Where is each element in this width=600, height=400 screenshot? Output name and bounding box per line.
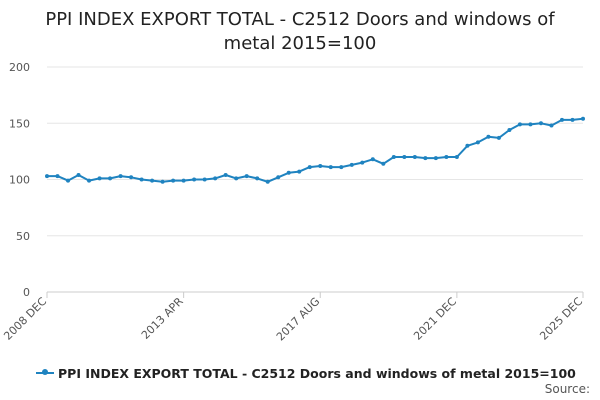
data-point: [381, 161, 386, 166]
data-point: [150, 178, 155, 183]
data-point: [433, 156, 438, 161]
x-tick-label: 2008 DEC: [1, 295, 49, 343]
data-point: [286, 170, 291, 175]
x-tick-labels: 2008 DEC 2013 APR 2017 AUG 2021 DEC 2025 DEC: [1, 295, 585, 344]
data-point: [87, 178, 92, 183]
data-point: [160, 179, 165, 184]
series-line: [45, 116, 585, 184]
data-point: [423, 156, 428, 161]
data-point: [297, 169, 302, 174]
y-tick-label: 0: [23, 286, 30, 299]
data-point: [475, 140, 480, 145]
data-point: [307, 165, 312, 170]
data-point: [507, 128, 512, 132]
data-point: [370, 157, 375, 162]
data-point: [328, 165, 333, 170]
data-point: [454, 155, 459, 159]
y-tick-label: 100: [9, 174, 30, 187]
data-point: [349, 162, 354, 167]
data-point: [45, 174, 49, 179]
x-axis: [46, 292, 584, 298]
data-point: [129, 175, 134, 180]
data-point: [118, 174, 123, 179]
data-point: [181, 178, 186, 183]
data-point: [496, 135, 501, 140]
data-point: [234, 176, 239, 181]
data-point: [360, 160, 365, 165]
chart-title-line-2: metal 2015=100: [223, 33, 377, 54]
x-tick-label: 2013 APR: [139, 295, 186, 342]
y-tick-labels: 0 50 100 150 200: [9, 61, 30, 299]
y-tick-label: 50: [16, 230, 30, 243]
series-line-path: [46, 117, 584, 183]
legend[interactable]: PPI INDEX EXPORT TOTAL - C2512 Doors and…: [36, 364, 576, 382]
data-point: [339, 165, 344, 170]
data-point: [549, 123, 554, 128]
legend-line-marker-icon: [36, 364, 54, 382]
data-point: [244, 174, 249, 179]
data-point: [108, 176, 113, 181]
data-point: [202, 177, 207, 182]
x-tick-label: 2017 AUG: [274, 295, 323, 344]
data-point: [538, 121, 543, 126]
data-point: [391, 155, 396, 159]
data-point: [66, 178, 71, 183]
data-point: [486, 134, 491, 139]
data-point: [559, 117, 564, 122]
data-point: [255, 176, 260, 181]
data-point: [171, 178, 176, 183]
x-tick-label: 2025 DEC: [537, 295, 585, 343]
data-point: [192, 177, 197, 182]
data-point: [465, 143, 470, 148]
data-point: [412, 155, 417, 159]
data-point: [444, 155, 449, 159]
data-point: [76, 173, 81, 177]
data-point: [213, 176, 218, 181]
chart-title-line-1: PPI INDEX EXPORT TOTAL - C2512 Doors and…: [45, 9, 555, 30]
data-point: [276, 175, 281, 180]
x-tick-label: 2021 DEC: [411, 295, 459, 343]
data-point: [223, 173, 228, 177]
legend-label: PPI INDEX EXPORT TOTAL - C2512 Doors and…: [58, 365, 576, 381]
data-point: [517, 122, 522, 127]
data-point: [97, 176, 102, 181]
data-point: [570, 117, 575, 122]
source-label: Source:: [544, 382, 590, 396]
data-point: [139, 177, 144, 182]
data-point: [55, 174, 60, 179]
chart-title: PPI INDEX EXPORT TOTAL - C2512 Doors and…: [0, 8, 600, 56]
data-point: [402, 155, 407, 159]
data-point: [318, 164, 323, 168]
data-point: [581, 116, 585, 121]
data-point: [528, 122, 533, 127]
data-point: [265, 179, 270, 184]
y-tick-label: 150: [9, 117, 30, 130]
grid-lines: [47, 66, 583, 293]
y-tick-label: 200: [9, 61, 30, 74]
